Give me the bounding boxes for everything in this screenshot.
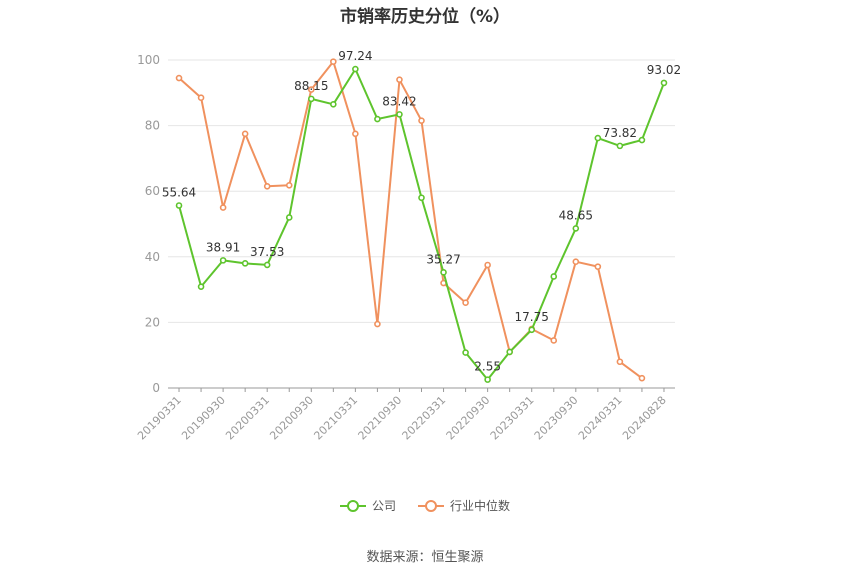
x-tick-label: 20190331 — [135, 394, 184, 443]
data-point — [484, 376, 491, 383]
legend-item-industry-median[interactable]: 行业中位数 — [418, 497, 510, 514]
y-tick-label: 80 — [145, 119, 160, 133]
y-tick-label: 100 — [137, 53, 160, 67]
data-label: 83.42 — [382, 94, 416, 108]
data-point — [660, 79, 668, 87]
data-label: 93.02 — [647, 63, 681, 77]
x-tick-label: 20220930 — [444, 394, 493, 443]
data-label: 73.82 — [603, 126, 637, 140]
y-tick-label: 20 — [145, 315, 160, 329]
data-label: 48.65 — [559, 208, 593, 222]
data-label: 55.64 — [162, 186, 196, 200]
data-point — [241, 260, 249, 267]
data-point — [396, 111, 403, 118]
x-tick-label: 20190930 — [179, 394, 228, 443]
data-point — [572, 258, 580, 266]
data-point — [330, 58, 337, 65]
data-point — [307, 86, 315, 93]
data-point — [418, 117, 425, 124]
x-tick-label: 20210930 — [356, 394, 405, 443]
data-point — [197, 94, 205, 102]
data-label: 17.75 — [515, 310, 549, 324]
data-source: 数据来源：恒生聚源 — [366, 550, 484, 565]
data-point — [374, 115, 381, 123]
data-point — [594, 263, 602, 270]
x-tick-label: 20220331 — [400, 394, 449, 443]
data-point — [550, 337, 558, 344]
y-tick-label: 40 — [145, 250, 160, 264]
chart-title: 市销率历史分位（%） — [339, 7, 511, 27]
data-label: 88.15 — [294, 79, 328, 93]
legend-item-company[interactable]: 公司 — [339, 497, 396, 514]
data-point — [374, 320, 381, 328]
legend-swatch-industry-median — [418, 499, 444, 513]
data-label: 97.24 — [338, 49, 372, 63]
data-point — [594, 134, 602, 142]
data-label: 38.91 — [206, 240, 240, 254]
data-point — [616, 358, 624, 366]
series-line-1 — [178, 60, 643, 380]
x-tick-label: 20240331 — [576, 394, 625, 443]
data-point — [285, 181, 293, 189]
data-point — [219, 257, 227, 264]
data-point — [285, 214, 293, 221]
data-point — [418, 194, 425, 202]
data-point — [638, 374, 646, 382]
data-point — [197, 283, 205, 290]
data-point — [396, 76, 403, 83]
data-point — [572, 225, 580, 232]
data-point — [462, 349, 469, 356]
data-point — [528, 326, 536, 334]
legend-label-industry-median: 行业中位数 — [450, 499, 511, 513]
data-label: 35.27 — [426, 252, 460, 266]
data-point — [307, 95, 315, 103]
data-point — [484, 261, 491, 269]
legend: 公司 行业中位数 — [0, 497, 850, 514]
data-label: 37.53 — [250, 245, 284, 259]
x-tick-label: 20240828 — [620, 394, 669, 443]
data-point — [506, 348, 513, 356]
data-point — [616, 142, 624, 150]
x-tick-label: 20230930 — [532, 394, 581, 443]
data-point — [352, 130, 359, 138]
data-point — [219, 204, 227, 211]
data-point — [352, 65, 359, 73]
data-point — [638, 136, 646, 144]
x-tick-label: 20210331 — [311, 394, 360, 443]
data-point — [330, 100, 337, 108]
line-chart: 0 20 40 60 80 100 2019033120190930202003312020… — [135, 49, 681, 443]
data-point — [175, 74, 183, 82]
data-point — [462, 299, 469, 307]
data-point — [440, 269, 447, 276]
series-line-0 — [178, 68, 665, 381]
data-point — [263, 182, 271, 190]
x-tick-label: 20200930 — [267, 394, 316, 443]
data-label: 2.55 — [474, 360, 501, 374]
data-point — [263, 261, 271, 269]
legend-swatch-company — [339, 499, 366, 513]
data-point — [241, 130, 249, 138]
legend-label-company: 公司 — [371, 499, 396, 513]
x-tick-label: 20200331 — [223, 394, 272, 443]
data-point — [550, 273, 558, 280]
data-point — [175, 202, 183, 209]
y-tick-label: 60 — [145, 184, 160, 198]
y-tick-label: 0 — [152, 381, 160, 395]
x-tick-label: 20230331 — [488, 394, 537, 443]
